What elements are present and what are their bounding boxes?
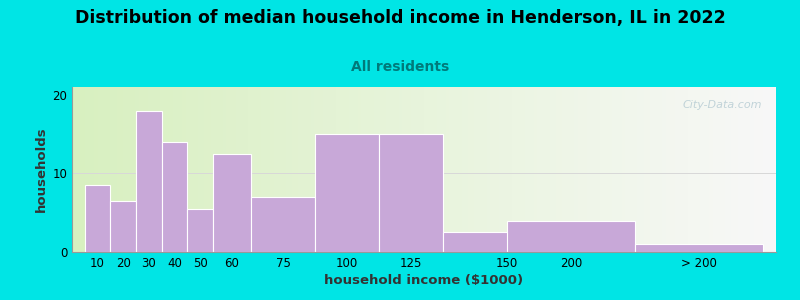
Y-axis label: households: households <box>35 127 48 212</box>
Bar <box>162 142 187 252</box>
Bar <box>251 197 315 252</box>
Bar <box>443 232 571 252</box>
Bar <box>507 220 635 252</box>
Text: Distribution of median household income in Henderson, IL in 2022: Distribution of median household income … <box>74 9 726 27</box>
X-axis label: household income ($1000): household income ($1000) <box>325 274 523 287</box>
Bar <box>379 134 443 252</box>
Text: City-Data.com: City-Data.com <box>682 100 762 110</box>
Bar <box>213 154 251 252</box>
Bar <box>110 201 136 252</box>
Bar <box>187 209 213 252</box>
Text: All residents: All residents <box>351 60 449 74</box>
Bar <box>315 134 379 252</box>
Bar <box>635 244 763 252</box>
Bar <box>85 185 110 252</box>
Bar <box>136 111 162 252</box>
